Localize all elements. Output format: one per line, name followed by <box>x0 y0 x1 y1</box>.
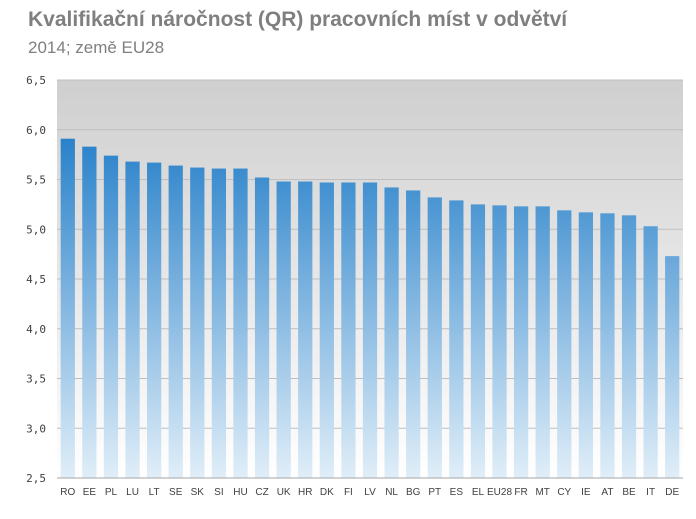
chart-title: Kvalifikační náročnost (QR) pracovních m… <box>28 8 568 31</box>
bar-mt <box>535 206 550 479</box>
bar-lt <box>147 162 162 478</box>
x-tick-label: FR <box>514 487 527 498</box>
bar-pl <box>103 155 119 478</box>
x-tick-label: PL <box>105 487 118 498</box>
y-tick-label: 6,0 <box>26 124 46 137</box>
x-tick-label: CY <box>557 487 571 498</box>
bar-es <box>449 200 464 478</box>
bar-bg <box>406 190 421 478</box>
x-tick-label: FI <box>344 487 353 498</box>
bar-sk <box>190 167 205 478</box>
bar-at <box>600 213 615 478</box>
bar-hr <box>298 181 313 479</box>
bar-fr <box>513 206 529 479</box>
y-tick-label: 2,5 <box>26 472 46 485</box>
x-tick-label: UK <box>277 487 291 498</box>
x-tick-label: DK <box>320 487 334 498</box>
chart-subtitle: 2014; země EU28 <box>28 38 165 57</box>
x-tick-label: HU <box>233 487 247 498</box>
y-tick-label: 6,5 <box>26 74 46 87</box>
bar-ro <box>60 138 75 478</box>
bar-cy <box>557 210 572 478</box>
bar-hu <box>233 168 248 478</box>
y-tick-label: 3,5 <box>26 373 46 386</box>
x-tick-label: SK <box>191 487 205 498</box>
y-tick-label: 5,0 <box>26 223 46 236</box>
x-tick-label: BG <box>406 487 421 498</box>
x-tick-label: PT <box>428 487 441 498</box>
bar-ee <box>82 146 97 479</box>
y-tick-label: 5,5 <box>26 174 46 187</box>
x-tick-label: SI <box>214 487 223 498</box>
x-tick-label: RO <box>60 487 75 498</box>
y-tick-label: 3,0 <box>26 422 46 435</box>
y-tick-label: 4,5 <box>26 273 46 286</box>
x-tick-label: EU28 <box>487 487 512 498</box>
x-tick-label: LV <box>364 487 376 498</box>
x-tick-label: EL <box>472 487 485 498</box>
x-tick-label: AT <box>601 487 613 498</box>
bar-it <box>643 226 658 478</box>
y-tick-label: 4,0 <box>26 323 46 336</box>
bar-se <box>168 165 183 478</box>
x-tick-label: NL <box>385 487 398 498</box>
bar-de <box>665 256 680 478</box>
x-tick-label: ES <box>450 487 464 498</box>
x-tick-label: CZ <box>255 487 268 498</box>
bar-ie <box>578 212 593 478</box>
x-tick-label: MT <box>535 487 549 498</box>
x-tick-label: IT <box>646 487 655 498</box>
bar-nl <box>384 187 399 478</box>
bar-lu <box>125 161 140 478</box>
x-tick-label: SE <box>169 487 183 498</box>
x-tick-label: DE <box>665 487 679 498</box>
x-tick-label: IE <box>581 487 591 498</box>
x-tick-label: LU <box>126 487 139 498</box>
bar-eu28 <box>492 205 507 478</box>
bar-pt <box>427 197 442 478</box>
bar-uk <box>276 181 291 479</box>
x-tick-label: LT <box>149 487 160 498</box>
bar-dk <box>319 182 334 479</box>
bar-si <box>211 168 227 478</box>
bar-be <box>621 215 637 478</box>
bar-lv <box>362 182 378 479</box>
x-tick-label: HR <box>298 487 312 498</box>
bar-el <box>470 204 486 478</box>
x-tick-label: EE <box>83 487 97 498</box>
x-tick-label: BE <box>622 487 636 498</box>
bar-cz <box>254 177 270 478</box>
bar-fi <box>341 182 356 479</box>
